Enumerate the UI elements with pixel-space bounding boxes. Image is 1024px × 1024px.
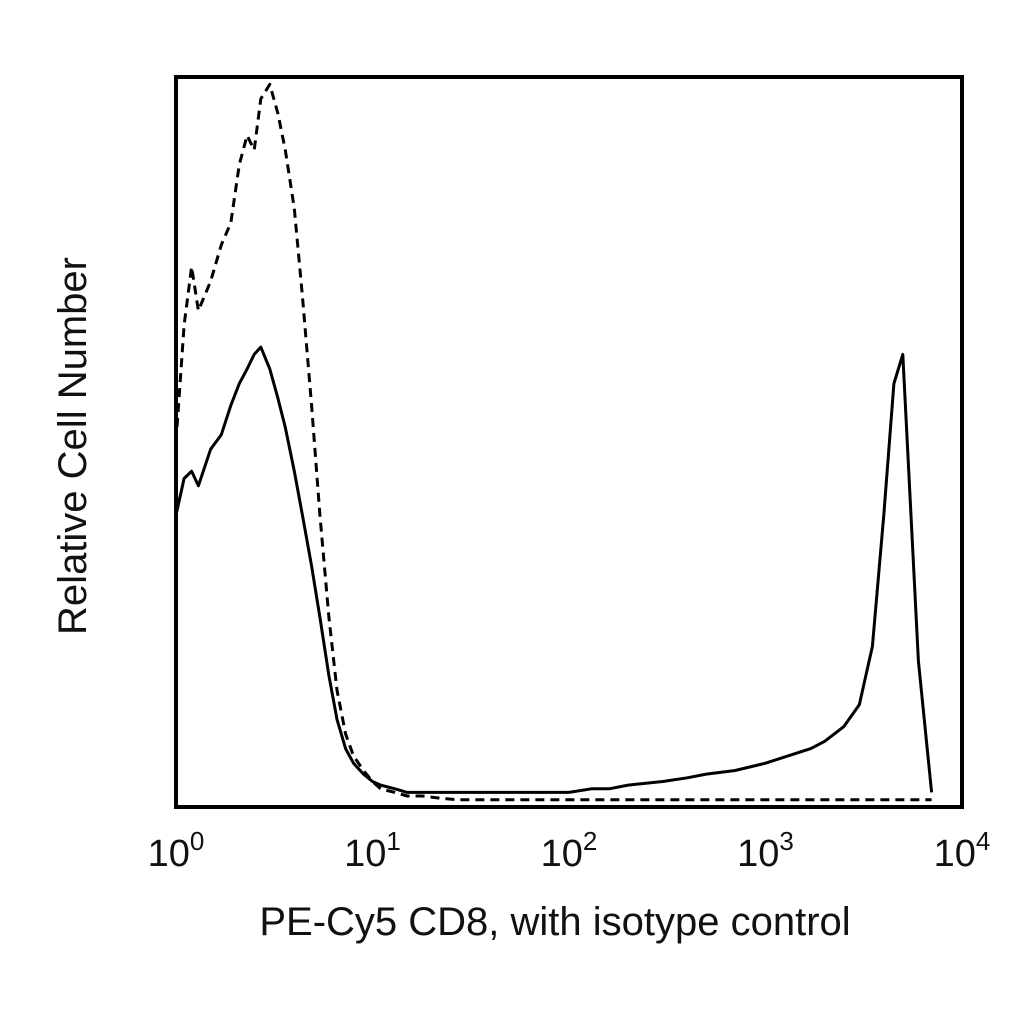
- x-tick-label: 104: [934, 826, 991, 875]
- x-tick-label: 101: [344, 826, 401, 875]
- series-line-dashed: [174, 82, 932, 802]
- x-tick-label: 102: [541, 826, 598, 875]
- x-tick-label: 103: [737, 826, 794, 875]
- x-tick-label: 100: [148, 826, 205, 875]
- y-axis-label: Relative Cell Number: [51, 257, 95, 635]
- x-axis-label: PE-Cy5 CD8, with isotype control: [259, 900, 850, 944]
- plot-frame: [174, 75, 964, 809]
- series-line-solid: [174, 345, 934, 794]
- x-tick-labels: 100 101 102 103 104: [148, 826, 991, 875]
- series-layer: [174, 82, 934, 802]
